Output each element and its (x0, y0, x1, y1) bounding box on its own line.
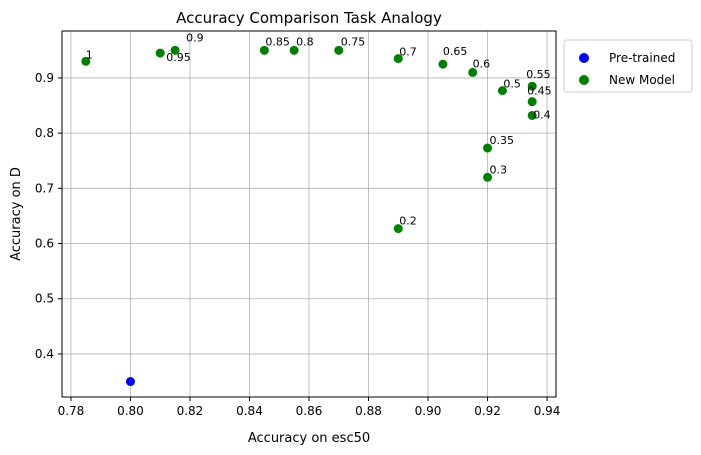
point-new-model (497, 86, 507, 96)
point-annotation: 0.75 (341, 35, 366, 48)
point-new-model (81, 56, 91, 66)
legend-marker-pre-trained (579, 53, 589, 63)
x-tick-label: 0.84 (236, 404, 263, 418)
y-tick-label: 0.5 (35, 292, 54, 306)
point-new-model (289, 45, 299, 55)
point-new-model (527, 81, 537, 91)
y-tick-label: 0.7 (35, 181, 54, 195)
x-axis-label: Accuracy on esc50 (248, 431, 370, 446)
x-tick-label: 0.94 (534, 404, 561, 418)
plot-area-frame (61, 30, 557, 398)
point-annotation: 0.8 (296, 35, 314, 48)
point-annotation: 1 (86, 48, 93, 61)
point-pre-trained (125, 377, 135, 387)
point-annotation: 0.7 (399, 46, 417, 59)
point-annotation: 0.9 (186, 31, 204, 44)
x-tick-label: 0.90 (415, 404, 442, 418)
point-new-model (334, 45, 344, 55)
y-tick-label: 0.9 (35, 71, 54, 85)
legend-label-pre-trained: Pre-trained (609, 51, 675, 65)
point-new-model (483, 143, 493, 153)
point-annotation: 0.55 (526, 68, 551, 81)
legend-marker-new-model (579, 75, 589, 85)
point-annotation: 0.6 (473, 57, 491, 70)
y-tick-label: 0.6 (35, 237, 54, 251)
x-tick-label: 0.78 (58, 404, 85, 418)
point-new-model (259, 45, 269, 55)
legend-box (563, 39, 693, 93)
point-annotations: 1 0.95 0.9 0.85 0.8 0.75 0.7 0.65 0.6 0.55 0.5 0.45… (86, 31, 552, 227)
y-tick-label: 0.4 (35, 347, 54, 361)
point-annotation: 0.35 (490, 134, 514, 147)
axis-ticks: 0.78 0.80 0.82 0.84 0.86 0.88 0.90 0.92 0.94 0.4 0… (35, 71, 561, 418)
legend: Pre-trained New Model (563, 39, 693, 93)
point-annotation: 0.4 (533, 108, 551, 121)
chart-title: Accuracy Comparison Task Analogy (176, 9, 442, 27)
x-tick-label: 0.92 (474, 404, 501, 418)
x-tick-label: 0.82 (177, 404, 204, 418)
point-new-model (527, 97, 537, 107)
grid-lines (62, 31, 556, 397)
legend-label-new-model: New Model (609, 73, 675, 87)
point-annotation: 0.5 (503, 78, 520, 91)
point-new-model (483, 172, 493, 182)
point-annotation: 0.85 (265, 35, 290, 48)
point-new-model (468, 67, 478, 77)
y-axis-label: Accuracy on D (9, 167, 24, 261)
data-points (81, 45, 537, 387)
point-new-model (527, 110, 537, 120)
point-new-model (155, 48, 165, 58)
point-new-model (438, 59, 448, 69)
point-new-model (393, 54, 403, 64)
point-annotation: 0.2 (399, 215, 417, 228)
point-annotation: 0.3 (490, 163, 508, 176)
point-annotation: 0.45 (527, 85, 552, 98)
x-tick-label: 0.80 (117, 404, 144, 418)
x-tick-label: 0.86 (296, 404, 323, 418)
point-new-model (170, 45, 180, 55)
x-tick-label: 0.88 (355, 404, 382, 418)
point-new-model (393, 224, 403, 234)
y-tick-label: 0.8 (35, 126, 54, 140)
point-annotation: 0.65 (443, 45, 468, 58)
point-annotation: 0.95 (166, 51, 191, 64)
